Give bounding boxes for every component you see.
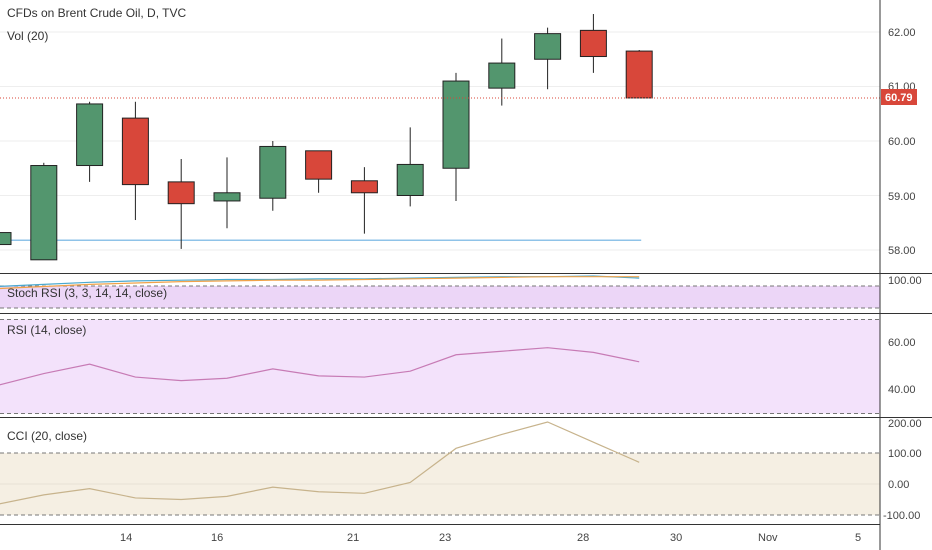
candle-body (579, 29, 607, 58)
price-tick-60: 60.00 (888, 136, 916, 148)
cci-series-line (0, 421, 640, 505)
last-price-badge (881, 89, 917, 105)
last-price-value: 60.79 (885, 92, 913, 104)
rsi-label[interactable]: RSI (14, close) (7, 323, 86, 337)
stoch-rsi-band (0, 286, 880, 308)
candle-body (167, 181, 195, 205)
candle-body (0, 232, 12, 246)
volume-indicator-label[interactable]: Vol (20) (7, 29, 48, 43)
candle-body (534, 33, 562, 60)
cci-tick-minus-100: -100.00 (883, 510, 920, 522)
rsi-band (0, 319, 880, 414)
time-tick-5: 5 (855, 532, 861, 544)
cci-tick-0: 0.00 (888, 479, 909, 491)
time-tick-16: 16 (211, 532, 223, 544)
cci-label[interactable]: CCI (20, close) (7, 429, 87, 443)
time-tick-nov: Nov (758, 532, 778, 544)
candle-body (488, 62, 516, 89)
stoch-rsi-series-line (0, 276, 640, 290)
stoch-tick-100: 100.00 (888, 275, 922, 287)
time-tick-30: 30 (670, 532, 682, 544)
candle-body (121, 117, 149, 186)
price-tick-58: 58.00 (888, 245, 916, 257)
candle-body (76, 103, 104, 167)
stoch-rsi-series-line (0, 275, 640, 288)
rsi-series-line (0, 347, 640, 386)
time-tick-14: 14 (120, 532, 132, 544)
stoch-rsi-label[interactable]: Stoch RSI (3, 3, 14, 14, close) (7, 286, 167, 300)
background-layer (0, 31, 880, 516)
candle-body (396, 163, 424, 196)
rsi-tick-60: 60.00 (888, 337, 916, 349)
candle-body (213, 192, 241, 202)
time-tick-21: 21 (347, 532, 359, 544)
time-tick-28: 28 (577, 532, 589, 544)
cci-tick-200: 200.00 (888, 418, 922, 430)
candle-body (259, 145, 287, 199)
rsi-tick-40: 40.00 (888, 384, 916, 396)
candle-body (625, 50, 653, 99)
candle-body (442, 80, 470, 169)
cci-tick-100: 100.00 (888, 448, 922, 460)
candle-body (305, 150, 333, 180)
price-tick-62: 62.00 (888, 27, 916, 39)
price-tick-59: 59.00 (888, 191, 916, 203)
main-chart-title: CFDs on Brent Crude Oil, D, TVC (7, 6, 186, 20)
marks-layer (0, 14, 880, 505)
time-tick-23: 23 (439, 532, 451, 544)
candle-body (30, 165, 58, 261)
candle-body (350, 180, 378, 194)
